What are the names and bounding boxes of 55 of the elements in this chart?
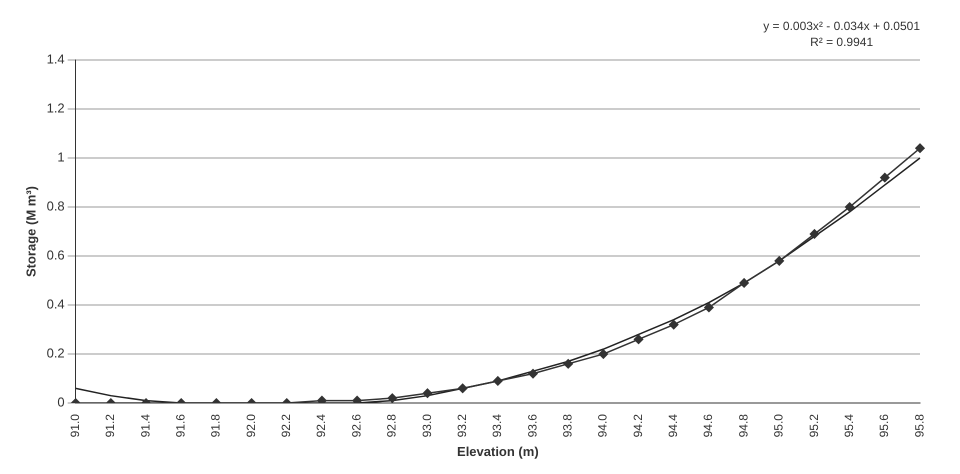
point bbox=[739, 278, 749, 288]
y-tick-label: 0.8 bbox=[46, 198, 65, 214]
x-tick-label: 95.8 bbox=[912, 414, 926, 438]
x-tick-label: 91.4 bbox=[138, 414, 152, 438]
point bbox=[528, 368, 538, 378]
x-tick-label: 93.2 bbox=[454, 414, 469, 438]
x-tick-label: 91.6 bbox=[174, 414, 188, 438]
x-tick-label: 95.6 bbox=[877, 414, 892, 438]
x-tick-label: 95.0 bbox=[772, 414, 786, 438]
x-tick-label: 92.0 bbox=[244, 414, 258, 438]
y-tick-label: 0 bbox=[57, 394, 65, 410]
x-tick-label: 94.8 bbox=[736, 414, 750, 438]
y-tick-label: 1 bbox=[57, 150, 65, 165]
x-tick-label: 91.8 bbox=[208, 414, 223, 438]
point bbox=[493, 376, 503, 386]
x-tick-label: 95.2 bbox=[806, 414, 821, 438]
point bbox=[774, 256, 784, 266]
point bbox=[844, 202, 854, 212]
y-tick-label: 1.4 bbox=[46, 52, 65, 67]
y-tick-label: 0.6 bbox=[46, 248, 65, 263]
x-tick-label: 94.4 bbox=[666, 414, 680, 438]
x-tick-label: 94.0 bbox=[596, 414, 610, 438]
x-tick-label: 91.0 bbox=[68, 414, 82, 438]
point bbox=[810, 229, 820, 239]
text: y = 0.003x² - 0.034x + 0.0501 bbox=[763, 18, 920, 34]
point bbox=[634, 334, 644, 344]
x-tick-label: 92.8 bbox=[384, 414, 399, 438]
point bbox=[880, 172, 890, 182]
y-axis-title: Storage (M m³) bbox=[23, 186, 38, 278]
x-tick-label: 92.6 bbox=[349, 414, 364, 438]
y-tick-label: 0.4 bbox=[46, 296, 65, 312]
point bbox=[352, 396, 362, 404]
point bbox=[422, 388, 432, 398]
point bbox=[563, 359, 573, 369]
x-tick-label: 91.2 bbox=[103, 414, 118, 438]
y-tick-label: 0.2 bbox=[46, 346, 65, 361]
point bbox=[388, 393, 398, 403]
x-tick-label: 93.6 bbox=[525, 414, 540, 438]
x-tick-label: 92.2 bbox=[279, 414, 294, 438]
point bbox=[598, 349, 608, 359]
point bbox=[915, 143, 925, 153]
x-axis-title: Elevation (m) bbox=[457, 444, 539, 459]
y-tick-label: 1.2 bbox=[46, 100, 65, 116]
point bbox=[458, 384, 468, 394]
x-tick-label: 93.4 bbox=[490, 414, 504, 438]
x-tick-label: 94.6 bbox=[701, 414, 716, 438]
text: R² = 0.9941 bbox=[809, 34, 874, 50]
x-tick-label: 92.4 bbox=[314, 414, 328, 438]
point bbox=[668, 320, 678, 330]
point bbox=[317, 396, 327, 404]
x-tick-label: 93.0 bbox=[420, 414, 434, 438]
x-tick-label: 94.2 bbox=[630, 414, 645, 438]
x-tick-label: 95.4 bbox=[842, 414, 856, 438]
point bbox=[704, 302, 714, 312]
x-tick-label: 93.8 bbox=[560, 414, 575, 438]
